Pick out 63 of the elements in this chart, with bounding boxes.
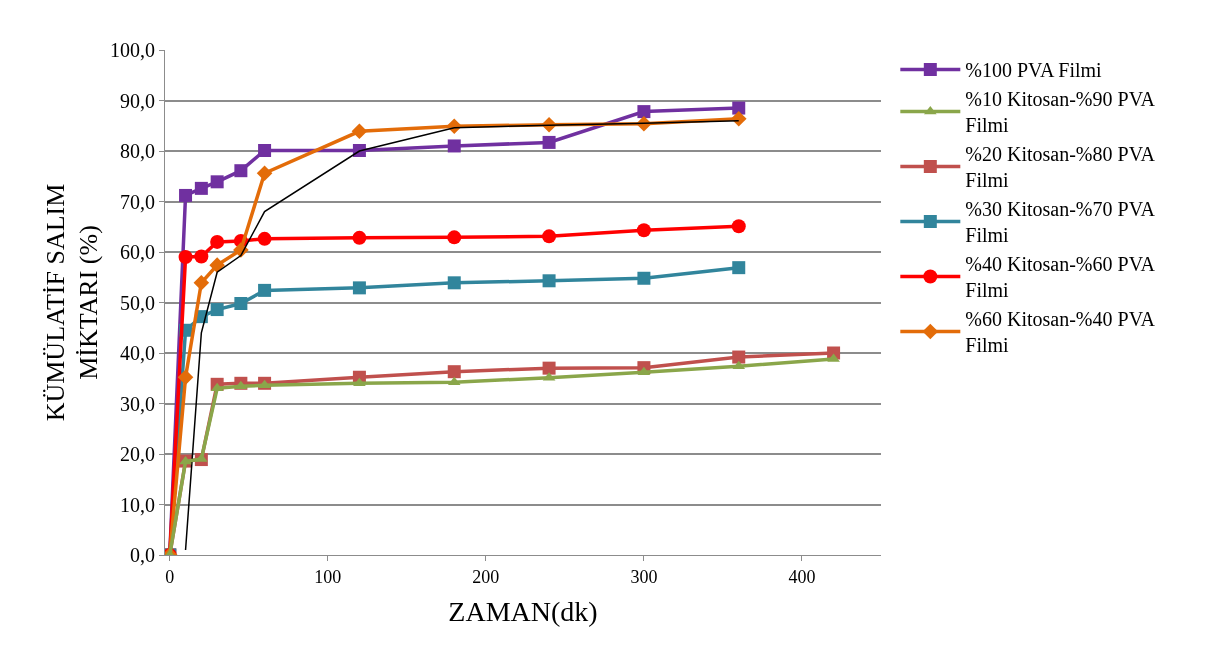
point bbox=[447, 276, 461, 290]
point bbox=[210, 175, 224, 189]
point bbox=[447, 376, 461, 386]
y-tick-label: 0,0 bbox=[130, 544, 155, 566]
point bbox=[353, 377, 366, 387]
point bbox=[257, 231, 272, 246]
point bbox=[447, 365, 461, 379]
y-tick-label: 50,0 bbox=[120, 291, 155, 314]
point bbox=[732, 350, 746, 364]
point bbox=[352, 281, 366, 295]
point bbox=[193, 275, 210, 291]
point bbox=[256, 165, 273, 182]
y-tick-label: 20,0 bbox=[120, 443, 155, 465]
point bbox=[542, 135, 556, 149]
point bbox=[179, 188, 193, 202]
x-tick-label: 400 bbox=[788, 566, 816, 587]
point bbox=[730, 110, 747, 127]
x-tick-label: 300 bbox=[630, 566, 658, 587]
point bbox=[234, 380, 248, 390]
y-tick-label: 30,0 bbox=[120, 392, 155, 415]
y-tick-label: 90,0 bbox=[120, 89, 155, 112]
y-tick-label: 40,0 bbox=[120, 342, 155, 364]
point bbox=[234, 297, 248, 311]
point bbox=[731, 219, 746, 234]
point bbox=[351, 123, 368, 140]
point bbox=[447, 139, 461, 153]
point bbox=[177, 369, 194, 386]
legend-label: %30 Kitosan-%70 PVA Filmi bbox=[965, 198, 1156, 247]
point bbox=[637, 271, 651, 285]
y-tick-label: 100,0 bbox=[110, 39, 155, 61]
legend-label: %40 Kitosan-%60 PVA Filmi bbox=[965, 253, 1156, 302]
y-tick-label: 70,0 bbox=[120, 190, 155, 213]
legend-label: %60 Kitosan-%40 PVA Filmi bbox=[965, 308, 1156, 357]
legend-label: %10 Kitosan-%90 PVA Filmi bbox=[965, 88, 1156, 137]
point bbox=[447, 230, 462, 245]
point bbox=[210, 303, 224, 317]
y-tick-label: 60,0 bbox=[120, 241, 155, 263]
x-tick-label: 100 bbox=[314, 566, 342, 587]
point bbox=[636, 223, 651, 238]
point bbox=[210, 234, 225, 249]
point bbox=[209, 257, 225, 273]
y-axis-title: KÜMÜLATİF SALIM MİKTARI (%) bbox=[40, 183, 104, 422]
x-tick-label: 0 bbox=[165, 566, 175, 587]
point bbox=[194, 249, 209, 264]
point bbox=[732, 261, 746, 275]
point bbox=[210, 382, 224, 392]
x-tick-label: 200 bbox=[472, 566, 500, 587]
point bbox=[258, 283, 272, 297]
y-tick-label: 80,0 bbox=[120, 140, 155, 162]
point bbox=[732, 101, 746, 115]
x-axis-title: ZAMAN(dk) bbox=[448, 595, 598, 627]
point bbox=[542, 274, 556, 288]
point bbox=[178, 250, 193, 265]
legend-label: %20 Kitosan-%80 PVA Filmi bbox=[965, 143, 1156, 192]
point bbox=[637, 105, 651, 119]
point bbox=[194, 181, 208, 195]
point bbox=[352, 230, 367, 245]
y-tick-label: 10,0 bbox=[120, 493, 155, 516]
point bbox=[542, 361, 556, 375]
point bbox=[542, 229, 557, 244]
point bbox=[234, 164, 248, 178]
legend-label: %100 PVA Filmi bbox=[965, 59, 1103, 82]
point bbox=[258, 144, 272, 157]
